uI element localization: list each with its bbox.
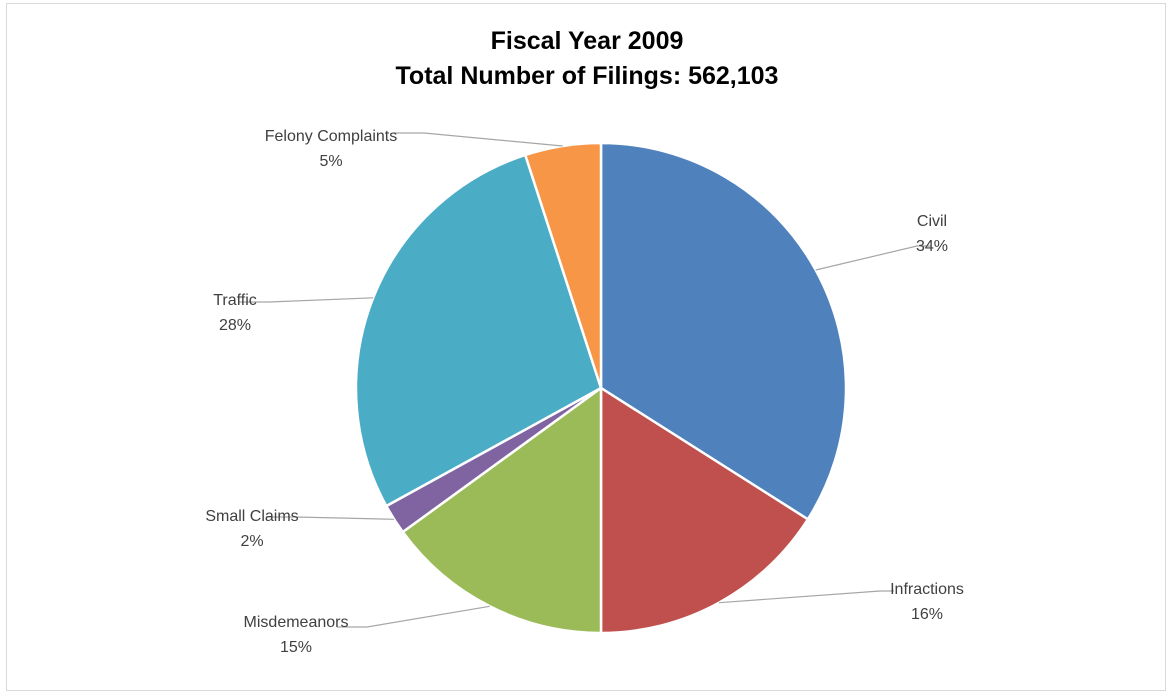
leader-lines [239, 132, 931, 628]
leader-line-civil [815, 245, 931, 271]
leader-line-small-claims [266, 516, 395, 520]
leader-line-traffic [239, 297, 374, 303]
leader-line-misdemeanors [337, 605, 490, 628]
category-label-infractions: Infractions [890, 581, 964, 598]
percent-label-misdemeanors: 15% [280, 639, 312, 656]
chart-title: Fiscal Year 2009 [490, 27, 684, 55]
pie-slice-civil [599, 141, 848, 521]
category-label-small-claims: Small Claims [205, 508, 298, 525]
pie-slice-infractions [599, 386, 810, 635]
category-label-felony-complaints: Felony Complaints [265, 128, 398, 145]
percent-label-infractions: 16% [911, 606, 943, 623]
percent-label-civil: 34% [916, 238, 948, 255]
percent-label-small-claims: 2% [240, 533, 263, 550]
category-label-traffic: Traffic [213, 292, 257, 309]
pie-slices [354, 141, 848, 635]
category-label-civil: Civil [917, 213, 947, 230]
data-labels: Civil 34% Infractions 16% Misdemeanors 15% Sma… [205, 128, 964, 656]
percent-label-traffic: 28% [219, 317, 251, 334]
category-label-misdemeanors: Misdemeanors [244, 614, 349, 631]
chart-subtitle: Total Number of Filings: 562,103 [395, 62, 779, 90]
pie-slice-traffic [354, 153, 603, 508]
leader-line-infractions [718, 590, 894, 604]
leader-line-felony-complaints [394, 132, 563, 147]
percent-label-felony-complaints: 5% [319, 153, 342, 170]
